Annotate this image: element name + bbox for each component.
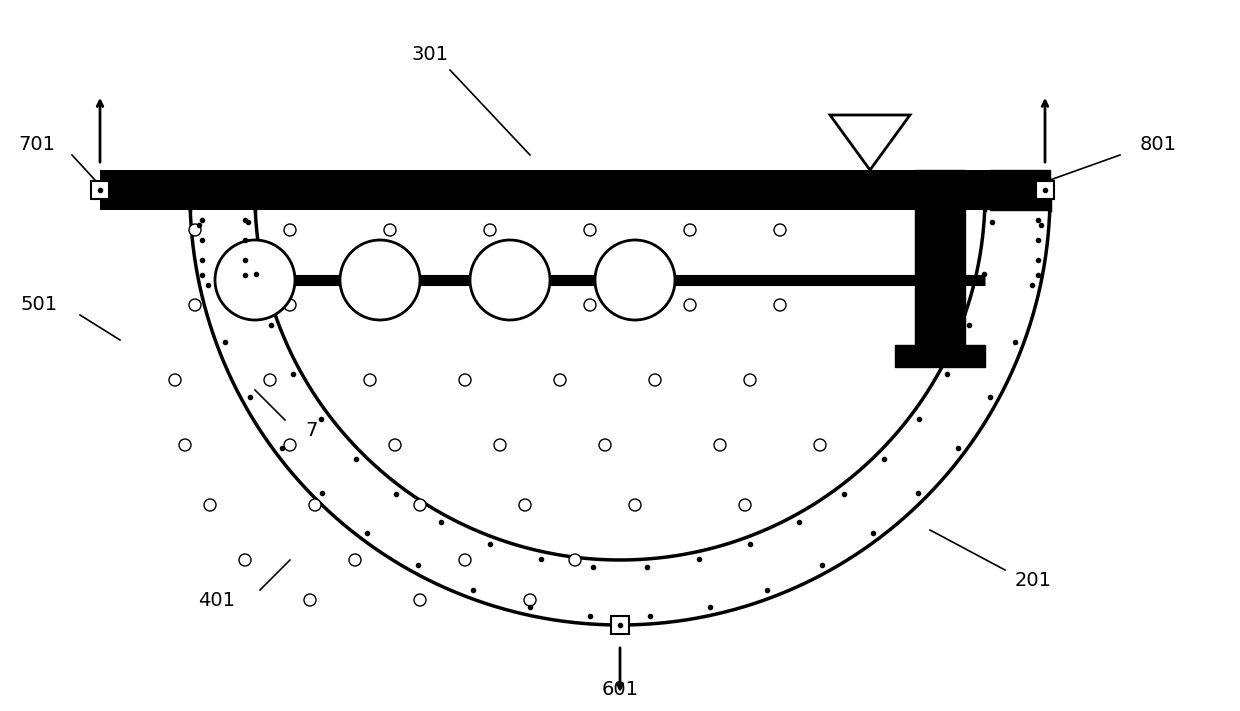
Circle shape bbox=[188, 224, 201, 236]
Circle shape bbox=[309, 499, 321, 511]
Circle shape bbox=[459, 554, 471, 566]
Circle shape bbox=[595, 240, 675, 320]
Circle shape bbox=[414, 594, 427, 606]
Circle shape bbox=[494, 439, 506, 451]
Circle shape bbox=[414, 499, 427, 511]
Circle shape bbox=[520, 499, 531, 511]
Circle shape bbox=[813, 439, 826, 451]
Circle shape bbox=[188, 299, 201, 311]
Circle shape bbox=[484, 224, 496, 236]
Circle shape bbox=[684, 299, 696, 311]
Circle shape bbox=[365, 374, 376, 386]
Text: 601: 601 bbox=[601, 680, 639, 699]
Bar bbox=[990, 170, 1050, 210]
Circle shape bbox=[629, 499, 641, 511]
Circle shape bbox=[554, 374, 565, 386]
Circle shape bbox=[774, 224, 786, 236]
Circle shape bbox=[264, 374, 277, 386]
Text: 401: 401 bbox=[198, 591, 236, 609]
Circle shape bbox=[239, 554, 250, 566]
Circle shape bbox=[340, 240, 420, 320]
Circle shape bbox=[584, 224, 596, 236]
Text: 501: 501 bbox=[21, 296, 58, 314]
Bar bbox=[611, 616, 629, 634]
Circle shape bbox=[470, 240, 551, 320]
Text: 301: 301 bbox=[412, 46, 449, 65]
Circle shape bbox=[459, 374, 471, 386]
Text: 201: 201 bbox=[1016, 570, 1052, 589]
Circle shape bbox=[484, 299, 496, 311]
Circle shape bbox=[584, 299, 596, 311]
Circle shape bbox=[348, 554, 361, 566]
Circle shape bbox=[649, 374, 661, 386]
Circle shape bbox=[714, 439, 725, 451]
Polygon shape bbox=[830, 115, 910, 170]
Circle shape bbox=[384, 299, 396, 311]
Text: 801: 801 bbox=[1140, 136, 1177, 154]
Circle shape bbox=[179, 439, 191, 451]
Circle shape bbox=[169, 374, 181, 386]
Bar bbox=[91, 181, 109, 199]
Bar bbox=[100, 170, 1045, 210]
Bar bbox=[915, 170, 965, 345]
Circle shape bbox=[569, 554, 582, 566]
Circle shape bbox=[684, 224, 696, 236]
Bar bbox=[1035, 181, 1054, 199]
Circle shape bbox=[215, 240, 295, 320]
Text: 7: 7 bbox=[305, 420, 317, 439]
Circle shape bbox=[774, 299, 786, 311]
Bar bbox=[895, 345, 985, 367]
Circle shape bbox=[384, 224, 396, 236]
Circle shape bbox=[284, 299, 296, 311]
Circle shape bbox=[739, 499, 751, 511]
Circle shape bbox=[284, 439, 296, 451]
Circle shape bbox=[284, 224, 296, 236]
Circle shape bbox=[205, 499, 216, 511]
Circle shape bbox=[744, 374, 756, 386]
Circle shape bbox=[599, 439, 611, 451]
Circle shape bbox=[389, 439, 401, 451]
Text: 701: 701 bbox=[19, 136, 55, 154]
Circle shape bbox=[304, 594, 316, 606]
Circle shape bbox=[525, 594, 536, 606]
